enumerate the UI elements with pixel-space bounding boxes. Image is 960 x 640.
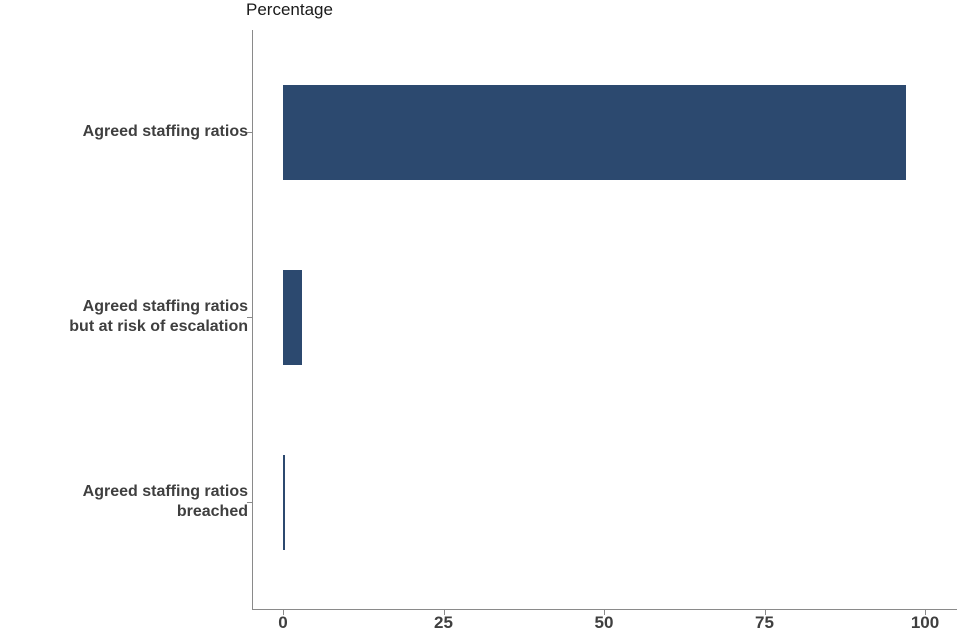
y-axis-tick <box>247 317 252 318</box>
category-label-line: Agreed staffing ratios <box>82 298 248 315</box>
category-label: Agreed staffing ratios but at risk of esc… <box>69 297 248 337</box>
category-label-line: Agreed staffing ratios <box>82 123 248 140</box>
x-axis-tick <box>925 610 926 615</box>
category-label-line: breached <box>176 503 248 520</box>
x-axis-tick-label: 25 <box>434 613 453 632</box>
value-axis-title: Percentage <box>246 0 333 19</box>
x-axis-tick <box>283 610 284 615</box>
x-axis-tick <box>764 610 766 615</box>
plot-panel <box>252 30 957 610</box>
x-axis-tick <box>604 610 605 615</box>
category-label: Agreed staffing ratios <box>83 122 248 142</box>
category-label-line: Agreed staffing ratios <box>82 483 248 500</box>
category-label-line: but at risk of escalation <box>69 318 248 335</box>
category-label: Agreed staffing ratios breached <box>83 482 248 522</box>
x-axis-tick-label: 75 <box>755 613 774 632</box>
x-axis-tick <box>443 610 445 615</box>
bar <box>283 454 285 550</box>
x-axis-tick-label: 50 <box>594 613 614 632</box>
y-axis-tick <box>247 132 252 133</box>
bar <box>283 269 303 365</box>
bar <box>283 84 906 180</box>
y-axis-tick <box>247 502 252 503</box>
x-axis-tick-label: 0 <box>278 613 288 632</box>
x-axis-tick-label: 100 <box>910 613 940 632</box>
